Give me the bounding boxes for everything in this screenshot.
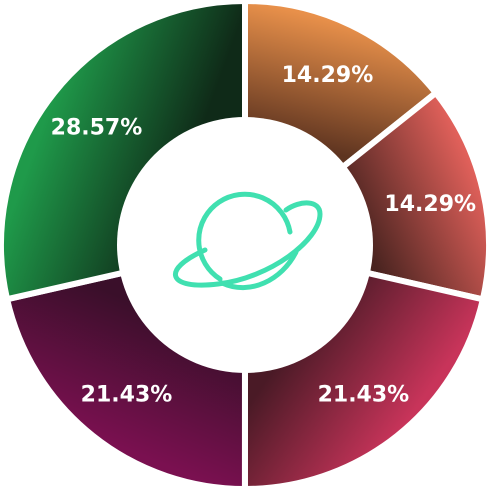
slice-label: 21.43% (318, 383, 410, 408)
slice-label: 14.29% (282, 63, 374, 88)
slice-label: 14.29% (384, 192, 476, 217)
labels-group: 14.29% 14.29% 21.43% 21.43% 28.57% (51, 63, 476, 408)
slice-label: 21.43% (81, 383, 173, 408)
donut-hole (117, 117, 373, 373)
slice-label: 28.57% (51, 116, 143, 141)
center-group (117, 117, 373, 373)
planet-icon (173, 191, 323, 290)
